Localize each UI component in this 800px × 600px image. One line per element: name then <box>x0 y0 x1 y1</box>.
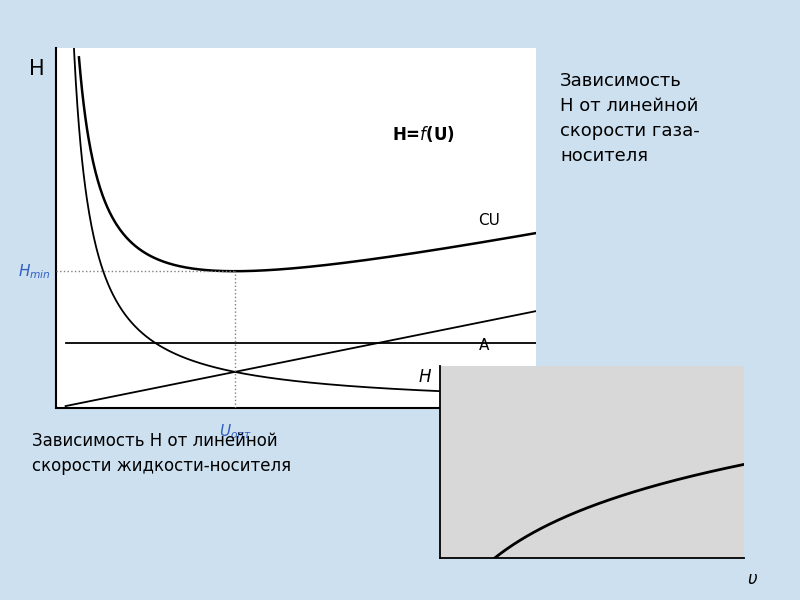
Text: B/U: B/U <box>488 370 515 385</box>
Text: $H_{min}$: $H_{min}$ <box>18 262 51 281</box>
Text: H: H <box>418 368 431 386</box>
Text: Зависимость
Н от линейной
скорости газа-
носителя: Зависимость Н от линейной скорости газа-… <box>560 72 700 165</box>
Text: H=$f$(U): H=$f$(U) <box>392 124 455 145</box>
Text: H: H <box>29 59 45 79</box>
Text: CU: CU <box>478 213 500 228</box>
Text: $U_{опт}$: $U_{опт}$ <box>218 422 252 441</box>
Text: υ: υ <box>747 569 757 587</box>
Text: A: A <box>478 337 489 352</box>
Text: U: U <box>523 430 539 449</box>
Text: Зависимость Н от линейной
скорости жидкости-носителя: Зависимость Н от линейной скорости жидко… <box>32 432 291 475</box>
